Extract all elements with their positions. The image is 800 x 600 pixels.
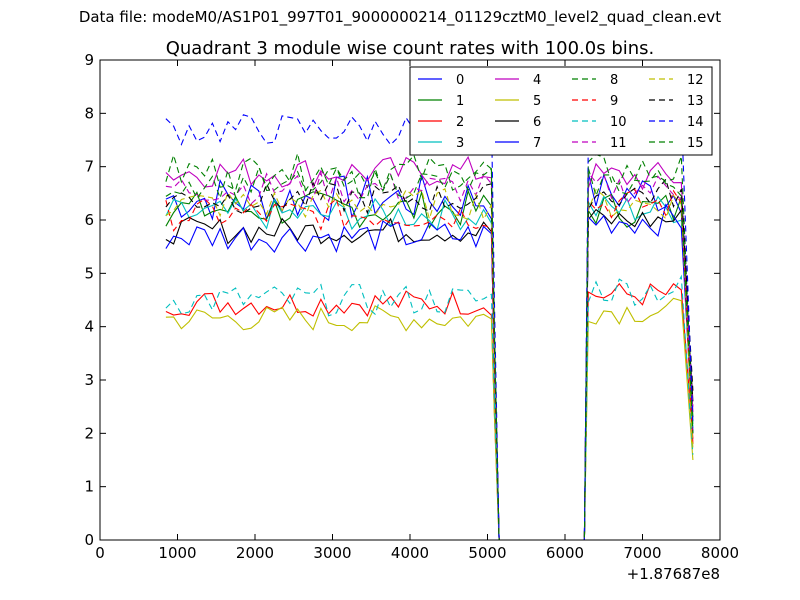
series-line-11 — [165, 170, 694, 541]
y-tick-label: 3 — [84, 371, 94, 389]
legend-label-1: 1 — [456, 94, 464, 109]
data-file-title: Data file: modeM0/AS1P01_997T01_90000002… — [78, 8, 722, 26]
x-tick-label: 5000 — [468, 544, 506, 562]
legend-label-6: 6 — [533, 115, 541, 130]
x-tick-label: 1000 — [158, 544, 196, 562]
series-line-5 — [165, 297, 694, 541]
legend-label-5: 5 — [533, 94, 541, 109]
series-line-8 — [165, 153, 694, 541]
series-line-3 — [165, 195, 694, 541]
legend-label-8: 8 — [610, 73, 618, 88]
y-tick-label: 5 — [84, 264, 94, 282]
series-line-6 — [165, 208, 694, 541]
y-tick-label: 7 — [84, 158, 94, 176]
x-tick-label: 0 — [95, 544, 105, 562]
legend-label-4: 4 — [533, 73, 541, 88]
x-offset-label: +1.87687e8 — [627, 565, 720, 583]
y-tick-label: 4 — [84, 318, 94, 336]
legend-label-7: 7 — [533, 136, 541, 151]
y-tick-label: 1 — [84, 478, 94, 496]
x-tick-label: 6000 — [546, 544, 584, 562]
x-tick-label: 2000 — [236, 544, 274, 562]
y-tick-label: 2 — [84, 424, 94, 442]
y-tick-label: 9 — [84, 51, 94, 69]
legend-label-13: 13 — [687, 94, 704, 109]
series-line-13 — [165, 178, 694, 541]
legend-label-9: 9 — [610, 94, 618, 109]
chart-title: Quadrant 3 module wise count rates with … — [166, 38, 655, 59]
x-tick-label: 7000 — [623, 544, 661, 562]
series-line-2 — [165, 282, 694, 541]
series-layer — [165, 107, 694, 541]
y-tick-label: 8 — [84, 104, 94, 122]
series-line-1 — [165, 189, 694, 541]
legend-label-3: 3 — [456, 136, 464, 151]
series-line-15 — [165, 165, 694, 541]
y-tick-label: 0 — [84, 531, 94, 549]
legend-label-14: 14 — [687, 115, 704, 130]
legend-box — [409, 66, 713, 156]
legend-label-10: 10 — [610, 115, 627, 130]
legend-label-2: 2 — [456, 115, 464, 130]
axes-layer: 0 1000 2000 3000 4000 5000 6000 7000 80000123456… — [84, 51, 739, 562]
legend-label-11: 11 — [610, 136, 627, 151]
series-line-9 — [165, 188, 694, 541]
x-tick-label: 4000 — [391, 544, 429, 562]
legend-label-12: 12 — [687, 73, 704, 88]
x-tick-label: 8000 — [701, 544, 739, 562]
y-tick-label: 6 — [84, 211, 94, 229]
series-line-10 — [165, 274, 694, 541]
legend-label-15: 15 — [687, 136, 704, 151]
x-tick-label: 3000 — [313, 544, 351, 562]
legend-label-0: 0 — [456, 73, 464, 88]
series-line-12 — [165, 187, 694, 541]
series-line-14 — [165, 107, 694, 541]
series-line-7 — [165, 203, 694, 541]
